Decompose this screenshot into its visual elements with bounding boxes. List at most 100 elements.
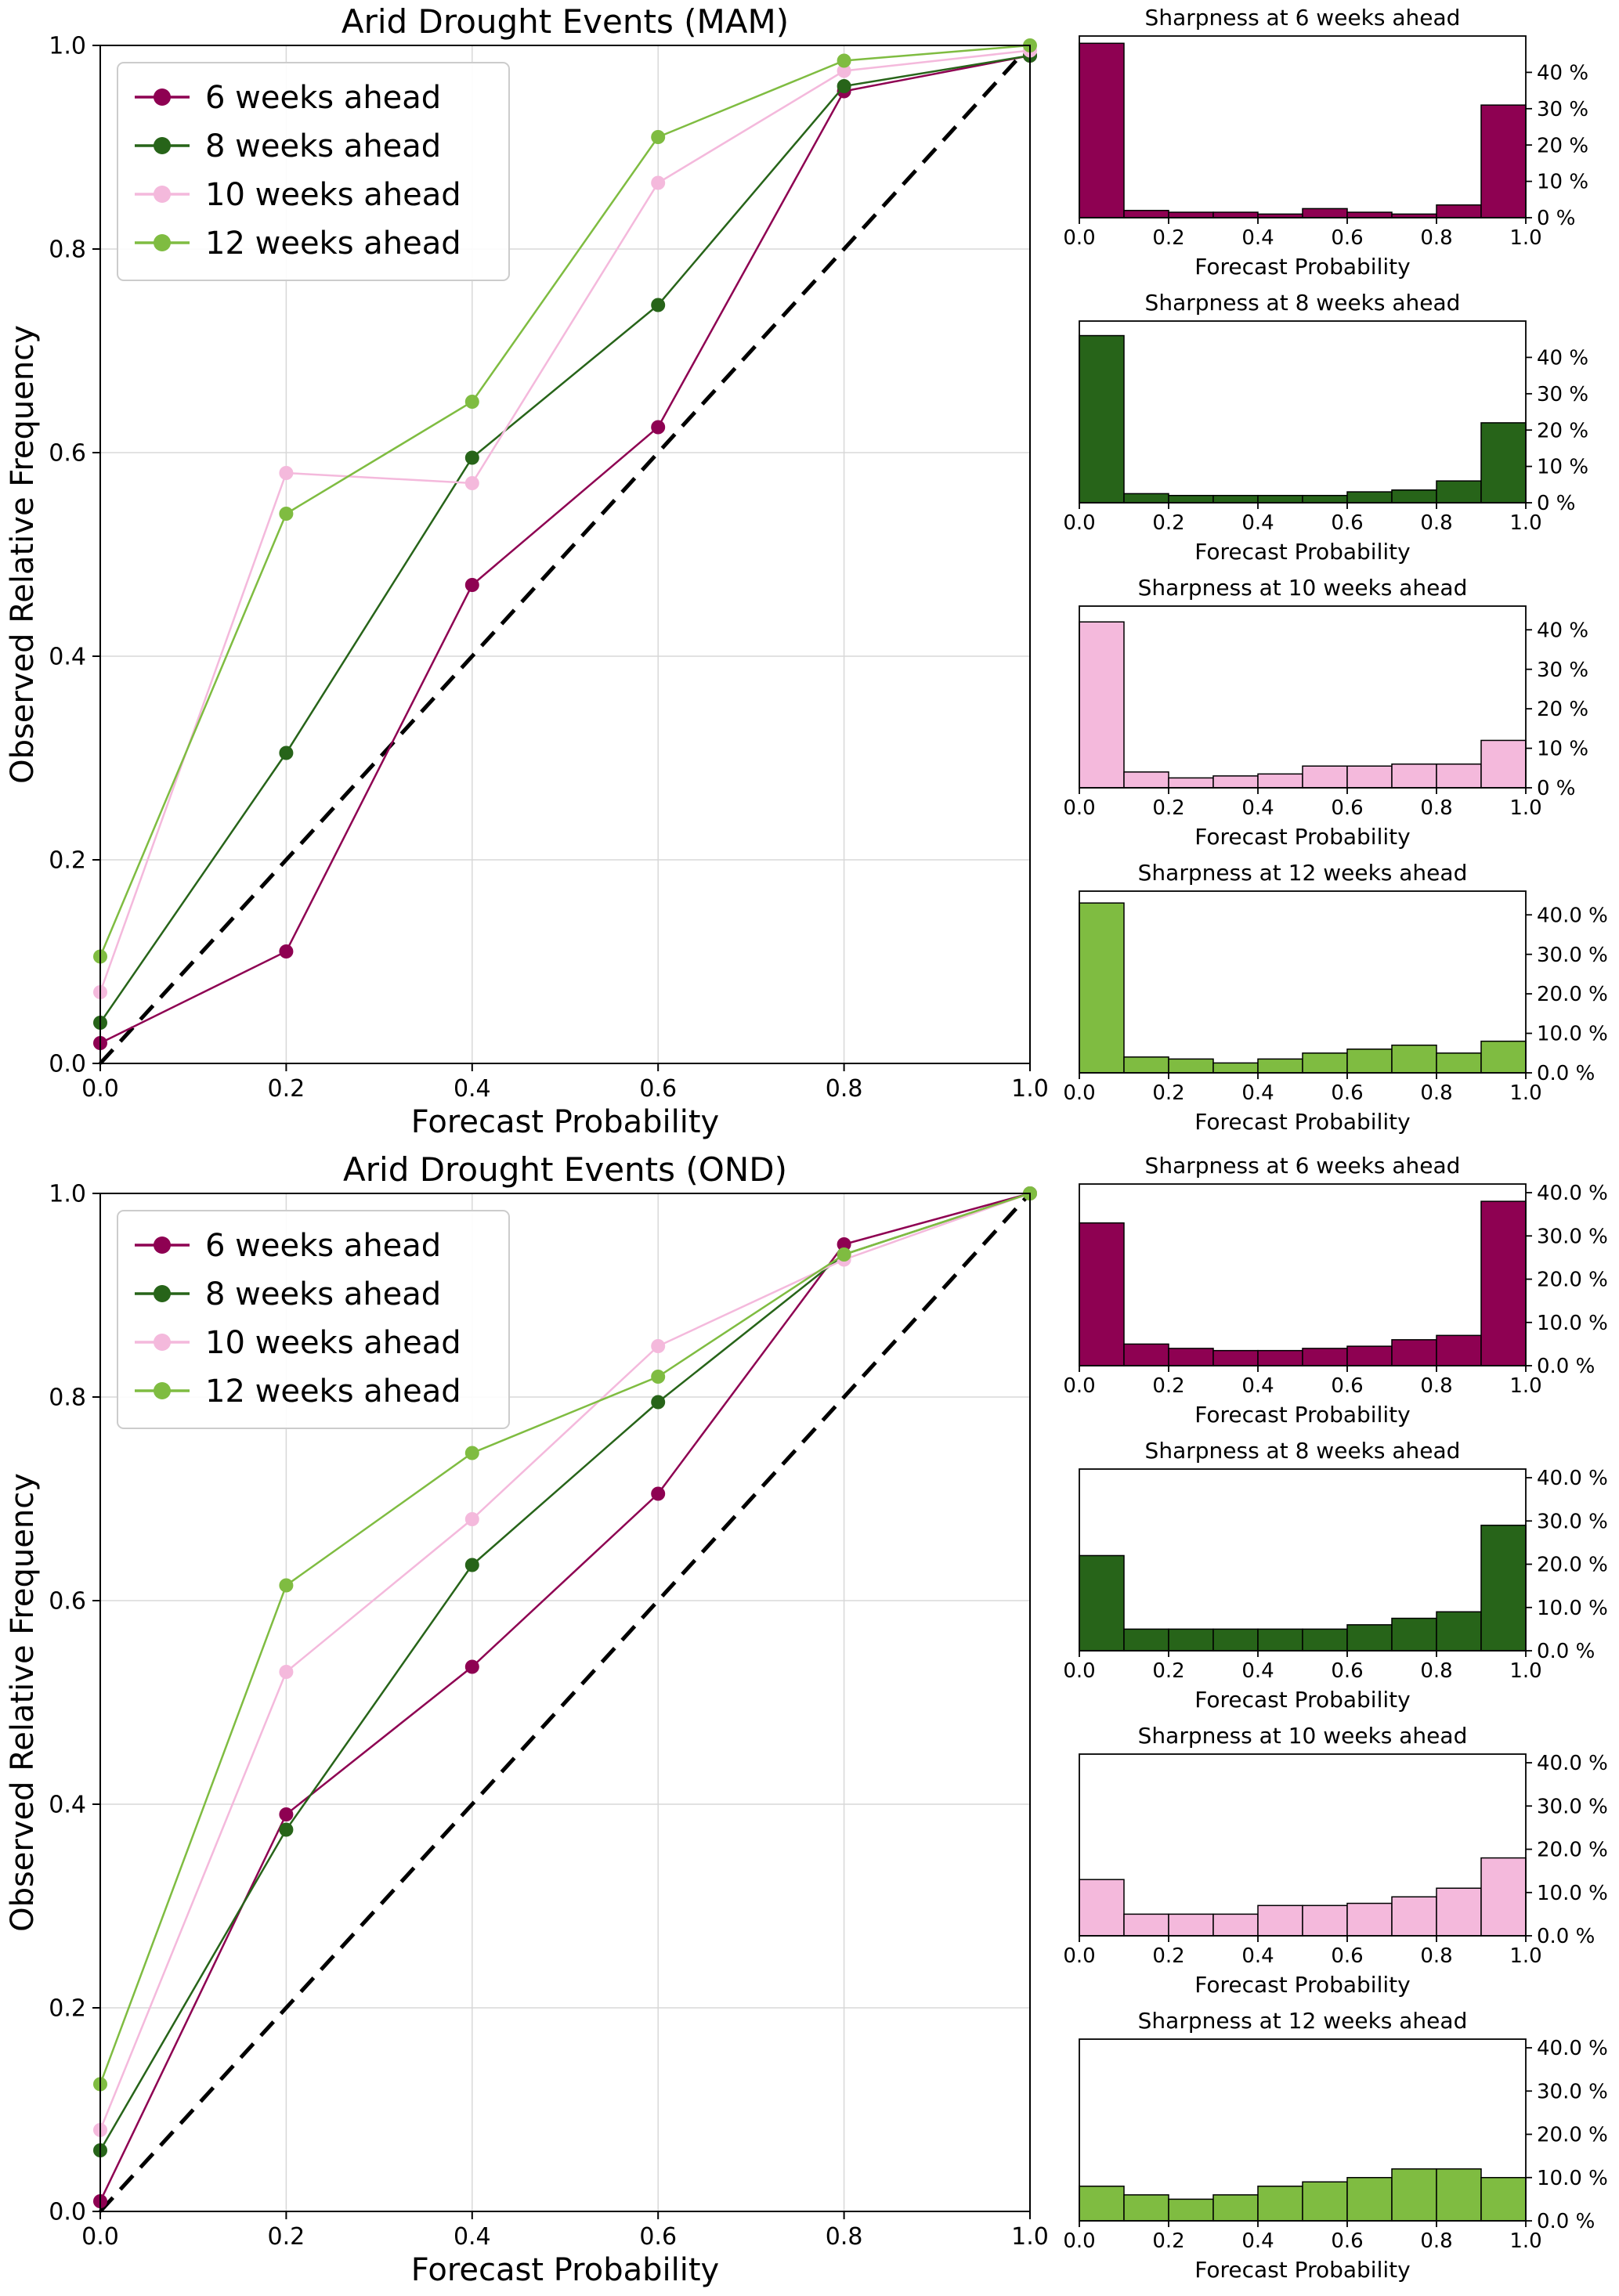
plot-border <box>99 45 1031 1064</box>
reliability-chart-ond: 0.0 0.2 0.4 0.6 0.8 1.0 0.0 0.2 0.4 0.6 0.8 1.0 Arid… <box>5 1150 1049 2288</box>
histogram-bar <box>1079 2186 1125 2222</box>
data-point-marker <box>837 1237 851 1251</box>
y-tick-label: 10 % <box>1537 456 1588 479</box>
histogram-bar <box>1123 2194 1169 2222</box>
y-tick-label: 1.0 <box>49 33 86 60</box>
histogram-bar <box>1346 1902 1393 1937</box>
y-tick-label: 1.0 <box>49 1181 86 1208</box>
histogram-bar <box>1436 1887 1482 1937</box>
histogram-bar <box>1123 209 1169 218</box>
data-point-marker <box>279 1665 294 1679</box>
x-tick-label: 1.0 <box>1011 2223 1049 2251</box>
data-point-marker <box>651 420 666 435</box>
x-tick-label: 0.8 <box>1420 226 1452 250</box>
y-tick-label: 0.0 <box>49 1051 86 1078</box>
y-tick-label: 40 % <box>1537 619 1588 642</box>
legend-entry-label: 6 weeks ahead <box>205 80 441 116</box>
x-tick-label: 1.0 <box>1509 1659 1541 1683</box>
histogram-bar <box>1123 1343 1169 1366</box>
histogram-bar <box>1079 42 1125 218</box>
y-tick-label: 10.0 % <box>1537 1023 1608 1046</box>
panel-mam: 0.0 0.2 0.4 0.6 0.8 1.0 0.0 0.2 0.4 0.6 0.8 1.0 Arid… <box>5 2 1608 1140</box>
y-tick-label: 40.0 % <box>1537 1752 1608 1775</box>
diagonal-reference-line <box>99 44 1032 1065</box>
y-tick-label: 10 % <box>1537 738 1588 761</box>
x-tick-label: 0.8 <box>1420 1944 1452 1968</box>
series-line <box>99 44 1031 957</box>
histogram-bar <box>1480 739 1527 789</box>
y-tick-label: 20.0 % <box>1537 1839 1608 1862</box>
x-tick-label: 0.0 <box>1063 1081 1095 1105</box>
histogram-bar <box>1480 1040 1527 1074</box>
hist-title: Sharpness at 10 weeks ahead <box>1138 575 1468 601</box>
legend-marker-dot <box>154 88 171 106</box>
data-point-marker <box>279 1822 294 1837</box>
plot-border <box>1079 35 1527 218</box>
y-tick-label: 40 % <box>1537 347 1588 370</box>
histogram-bar <box>1168 494 1214 504</box>
y-tick-label: 30.0 % <box>1537 944 1608 967</box>
x-axis-label: Forecast Probability <box>1194 254 1410 280</box>
y-tick-label: 30 % <box>1537 659 1588 682</box>
histogram-bar <box>1480 422 1527 504</box>
plot-border <box>99 1193 1031 2212</box>
x-tick-label: 0.8 <box>1420 1081 1452 1105</box>
x-tick-label: 0.2 <box>1152 1659 1184 1683</box>
sharpness-chart-mam-6w: 0.0 0.2 0.4 0.6 0.8 1.00 % 10 % 20 % 30 % 40 % Sha… <box>1063 5 1588 280</box>
histogram-bar <box>1168 1058 1214 1074</box>
hist-title: Sharpness at 6 weeks ahead <box>1145 1153 1461 1179</box>
x-tick-label: 0.8 <box>1420 511 1452 535</box>
x-tick-label: 0.0 <box>1063 2229 1095 2253</box>
data-point-marker <box>464 578 479 592</box>
data-point-marker <box>651 175 666 190</box>
histogram-bar <box>1212 211 1259 218</box>
histogram-bar <box>1391 2168 1437 2222</box>
legend-marker-dot <box>154 234 171 251</box>
histogram-bar <box>1436 763 1482 789</box>
series-line <box>99 1192 1031 2202</box>
y-tick-label: 40 % <box>1537 62 1588 85</box>
x-tick-label: 0.8 <box>826 2223 863 2251</box>
legend-marker-dot <box>154 1236 171 1254</box>
histogram-bar <box>1168 1348 1214 1366</box>
x-tick-label: 0.2 <box>1152 511 1184 535</box>
x-tick-label: 0.0 <box>1063 226 1095 250</box>
x-tick-label: 0.8 <box>1420 2229 1452 2253</box>
histogram-bar <box>1257 1058 1303 1074</box>
histogram-bar <box>1480 1525 1527 1652</box>
data-point-marker <box>279 507 294 521</box>
x-tick-label: 0.6 <box>1331 1659 1363 1683</box>
x-tick-label: 0.6 <box>1331 511 1363 535</box>
x-tick-label: 0.0 <box>1063 1374 1095 1398</box>
histogram-bar <box>1079 1879 1125 1937</box>
histogram-bar <box>1168 1913 1214 1937</box>
histogram-bar <box>1302 1348 1348 1366</box>
x-tick-label: 0.6 <box>1331 1374 1363 1398</box>
sharpness-chart-ond-6w: 0.0 0.2 0.4 0.6 0.8 1.00.0 % 10.0 % 20.0 % 30.0 … <box>1063 1153 1608 1428</box>
hist-title: Sharpness at 12 weeks ahead <box>1138 860 1468 886</box>
x-tick-label: 1.0 <box>1509 1374 1541 1398</box>
y-tick-label: 0.0 <box>49 2199 86 2226</box>
legend-box <box>117 1210 510 1429</box>
x-tick-label: 0.4 <box>1241 1374 1274 1398</box>
histogram-bar <box>1257 494 1303 504</box>
x-axis-label: Forecast Probability <box>1194 2257 1410 2283</box>
y-tick-label: 0.6 <box>49 440 86 468</box>
y-tick-label: 30.0 % <box>1537 1510 1608 1533</box>
histogram-bar <box>1212 2194 1259 2222</box>
plot-border <box>1079 2038 1527 2222</box>
hist-title: Sharpness at 10 weeks ahead <box>1138 1723 1468 1749</box>
histogram-bar <box>1168 777 1214 789</box>
histogram-bar <box>1212 1628 1259 1652</box>
histogram-bar <box>1391 489 1437 504</box>
data-point-marker <box>651 1370 666 1384</box>
y-tick-label: 20.0 % <box>1537 2124 1608 2147</box>
y-tick-label: 40.0 % <box>1537 904 1608 927</box>
x-tick-label: 0.6 <box>639 2223 677 2251</box>
histogram-bar <box>1391 1617 1437 1652</box>
x-tick-label: 0.0 <box>1063 511 1095 535</box>
histogram-bar <box>1391 763 1437 789</box>
plot-border <box>1079 1183 1527 1366</box>
y-tick-label: 0.2 <box>49 847 86 875</box>
x-tick-label: 0.8 <box>826 1075 863 1103</box>
